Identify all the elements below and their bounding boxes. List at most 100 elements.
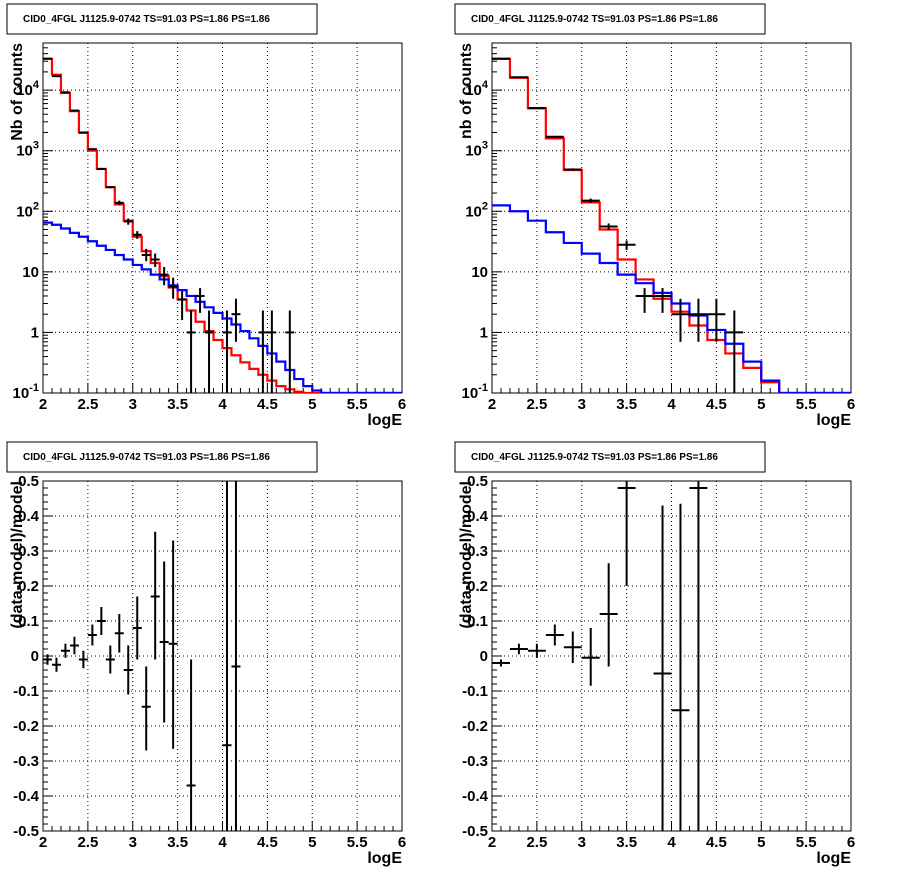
title-box — [454, 441, 766, 473]
data-point — [186, 310, 196, 393]
residual-point — [114, 614, 124, 653]
x-axis-title: logE — [816, 412, 851, 429]
x-tick-label: 3 — [578, 834, 586, 851]
data-point — [105, 186, 115, 189]
data-point — [635, 288, 654, 313]
data-point — [707, 298, 726, 342]
x-tick-label: 3.5 — [167, 396, 188, 413]
data-point — [168, 277, 178, 299]
y-tick-label: 0.1 — [18, 613, 39, 630]
x-tick-label: 2.5 — [526, 834, 547, 851]
y-tick-label: 0.1 — [467, 613, 488, 630]
y-tick-label: 0.3 — [467, 543, 488, 560]
residual-point — [159, 561, 169, 723]
data-point — [69, 109, 79, 112]
x-tick-label: 5 — [757, 396, 765, 413]
y-tick-label: 104 — [465, 79, 489, 99]
y-axis-title: nb of counts — [458, 43, 475, 139]
y-axis-title: Nb of counts — [9, 43, 26, 141]
data-point — [653, 288, 672, 313]
y-tick-label-base: 10 — [16, 143, 33, 160]
x-tick-label: 4 — [218, 834, 227, 851]
residual-point — [186, 659, 196, 831]
x-axis-title: logE — [367, 412, 402, 429]
residual-point — [653, 505, 672, 831]
y-tick-label-base: 10 — [465, 203, 482, 220]
residual-point — [96, 607, 106, 635]
x-tick-label: 3 — [129, 834, 137, 851]
residual-point — [599, 563, 618, 667]
residual-point — [689, 481, 708, 831]
data-point — [258, 310, 268, 393]
total-model-step-line — [492, 57, 851, 393]
data-point — [132, 231, 142, 239]
data-layer — [492, 481, 708, 831]
data-point — [150, 253, 160, 268]
y-tick-label: 1 — [31, 324, 39, 341]
x-tick-label: 5.5 — [796, 834, 817, 851]
data-point — [581, 198, 600, 203]
y-tick-label-exponent: 2 — [33, 200, 39, 212]
residual-point — [581, 628, 600, 686]
x-tick-label: 4.5 — [706, 834, 727, 851]
residual-point — [60, 643, 70, 658]
y-tick-label-exponent: 2 — [482, 200, 488, 212]
x-tick-label: 2.5 — [77, 834, 98, 851]
residual-point — [141, 666, 151, 751]
x-tick-label: 3 — [129, 396, 137, 413]
y-tick-label: -0.3 — [13, 753, 39, 770]
y-axis-title: (data-model)/model — [9, 481, 26, 629]
data-layer — [492, 57, 851, 393]
x-tick-label: 3 — [578, 396, 586, 413]
y-tick-label: -0.1 — [462, 683, 488, 700]
data-layer — [43, 481, 241, 831]
y-tick-label-base: 10 — [13, 385, 30, 402]
residual-point — [492, 659, 510, 667]
x-tick-label: 5 — [308, 396, 316, 413]
y-tick-label: -0.2 — [462, 718, 488, 735]
residual-point — [69, 636, 79, 655]
residual-point — [527, 643, 546, 658]
y-tick-label: 104 — [16, 79, 40, 99]
y-tick-label: -0.2 — [13, 718, 39, 735]
y-tick-label: 10 — [22, 264, 39, 281]
x-tick-label: 4.5 — [257, 396, 278, 413]
y-tick-label: 0 — [480, 648, 488, 665]
residual-point — [671, 503, 690, 831]
y-tick-label: 0.2 — [18, 578, 39, 595]
panel-counts-right: 2 2.5 3 3.5 4 4.5 5 5.5 610-1110102103104logEnb … — [454, 3, 855, 429]
title-box — [6, 3, 318, 35]
data-point — [78, 131, 88, 134]
y-tick-label-exponent: 4 — [482, 79, 489, 91]
x-axis-title: logE — [367, 850, 402, 867]
residual-point — [231, 481, 241, 831]
x-tick-label: 2 — [488, 834, 496, 851]
x-tick-label: 3.5 — [616, 396, 637, 413]
x-tick-label: 5.5 — [347, 834, 368, 851]
residual-point — [509, 643, 528, 655]
residual-point — [123, 645, 133, 695]
source-model-step-line — [492, 204, 851, 393]
y-tick-label: 0.4 — [18, 508, 40, 525]
data-point — [60, 91, 70, 94]
y-tick-label: -0.4 — [13, 788, 40, 805]
chart-title: CID0_4FGL J1125.9-0742 TS=91.03 PS=1.86 … — [23, 452, 270, 463]
data-point — [177, 291, 187, 321]
y-tick-label-base: 10 — [465, 82, 482, 99]
residual-point — [222, 481, 232, 831]
data-point — [599, 223, 618, 231]
y-tick-label-exponent: 3 — [33, 140, 39, 152]
x-tick-label: 4 — [667, 396, 676, 413]
x-tick-label: 2 — [488, 396, 496, 413]
x-tick-label: 4.5 — [257, 834, 278, 851]
y-tick-label-exponent: -1 — [478, 382, 488, 394]
x-tick-label: 2.5 — [526, 396, 547, 413]
data-point — [222, 310, 232, 393]
data-point — [617, 240, 636, 250]
x-tick-label: 3.5 — [616, 834, 637, 851]
y-tick-label: 102 — [16, 200, 39, 220]
data-point — [267, 310, 277, 393]
data-point — [204, 310, 214, 393]
x-tick-label: 5.5 — [796, 396, 817, 413]
x-tick-label: 6 — [847, 396, 855, 413]
